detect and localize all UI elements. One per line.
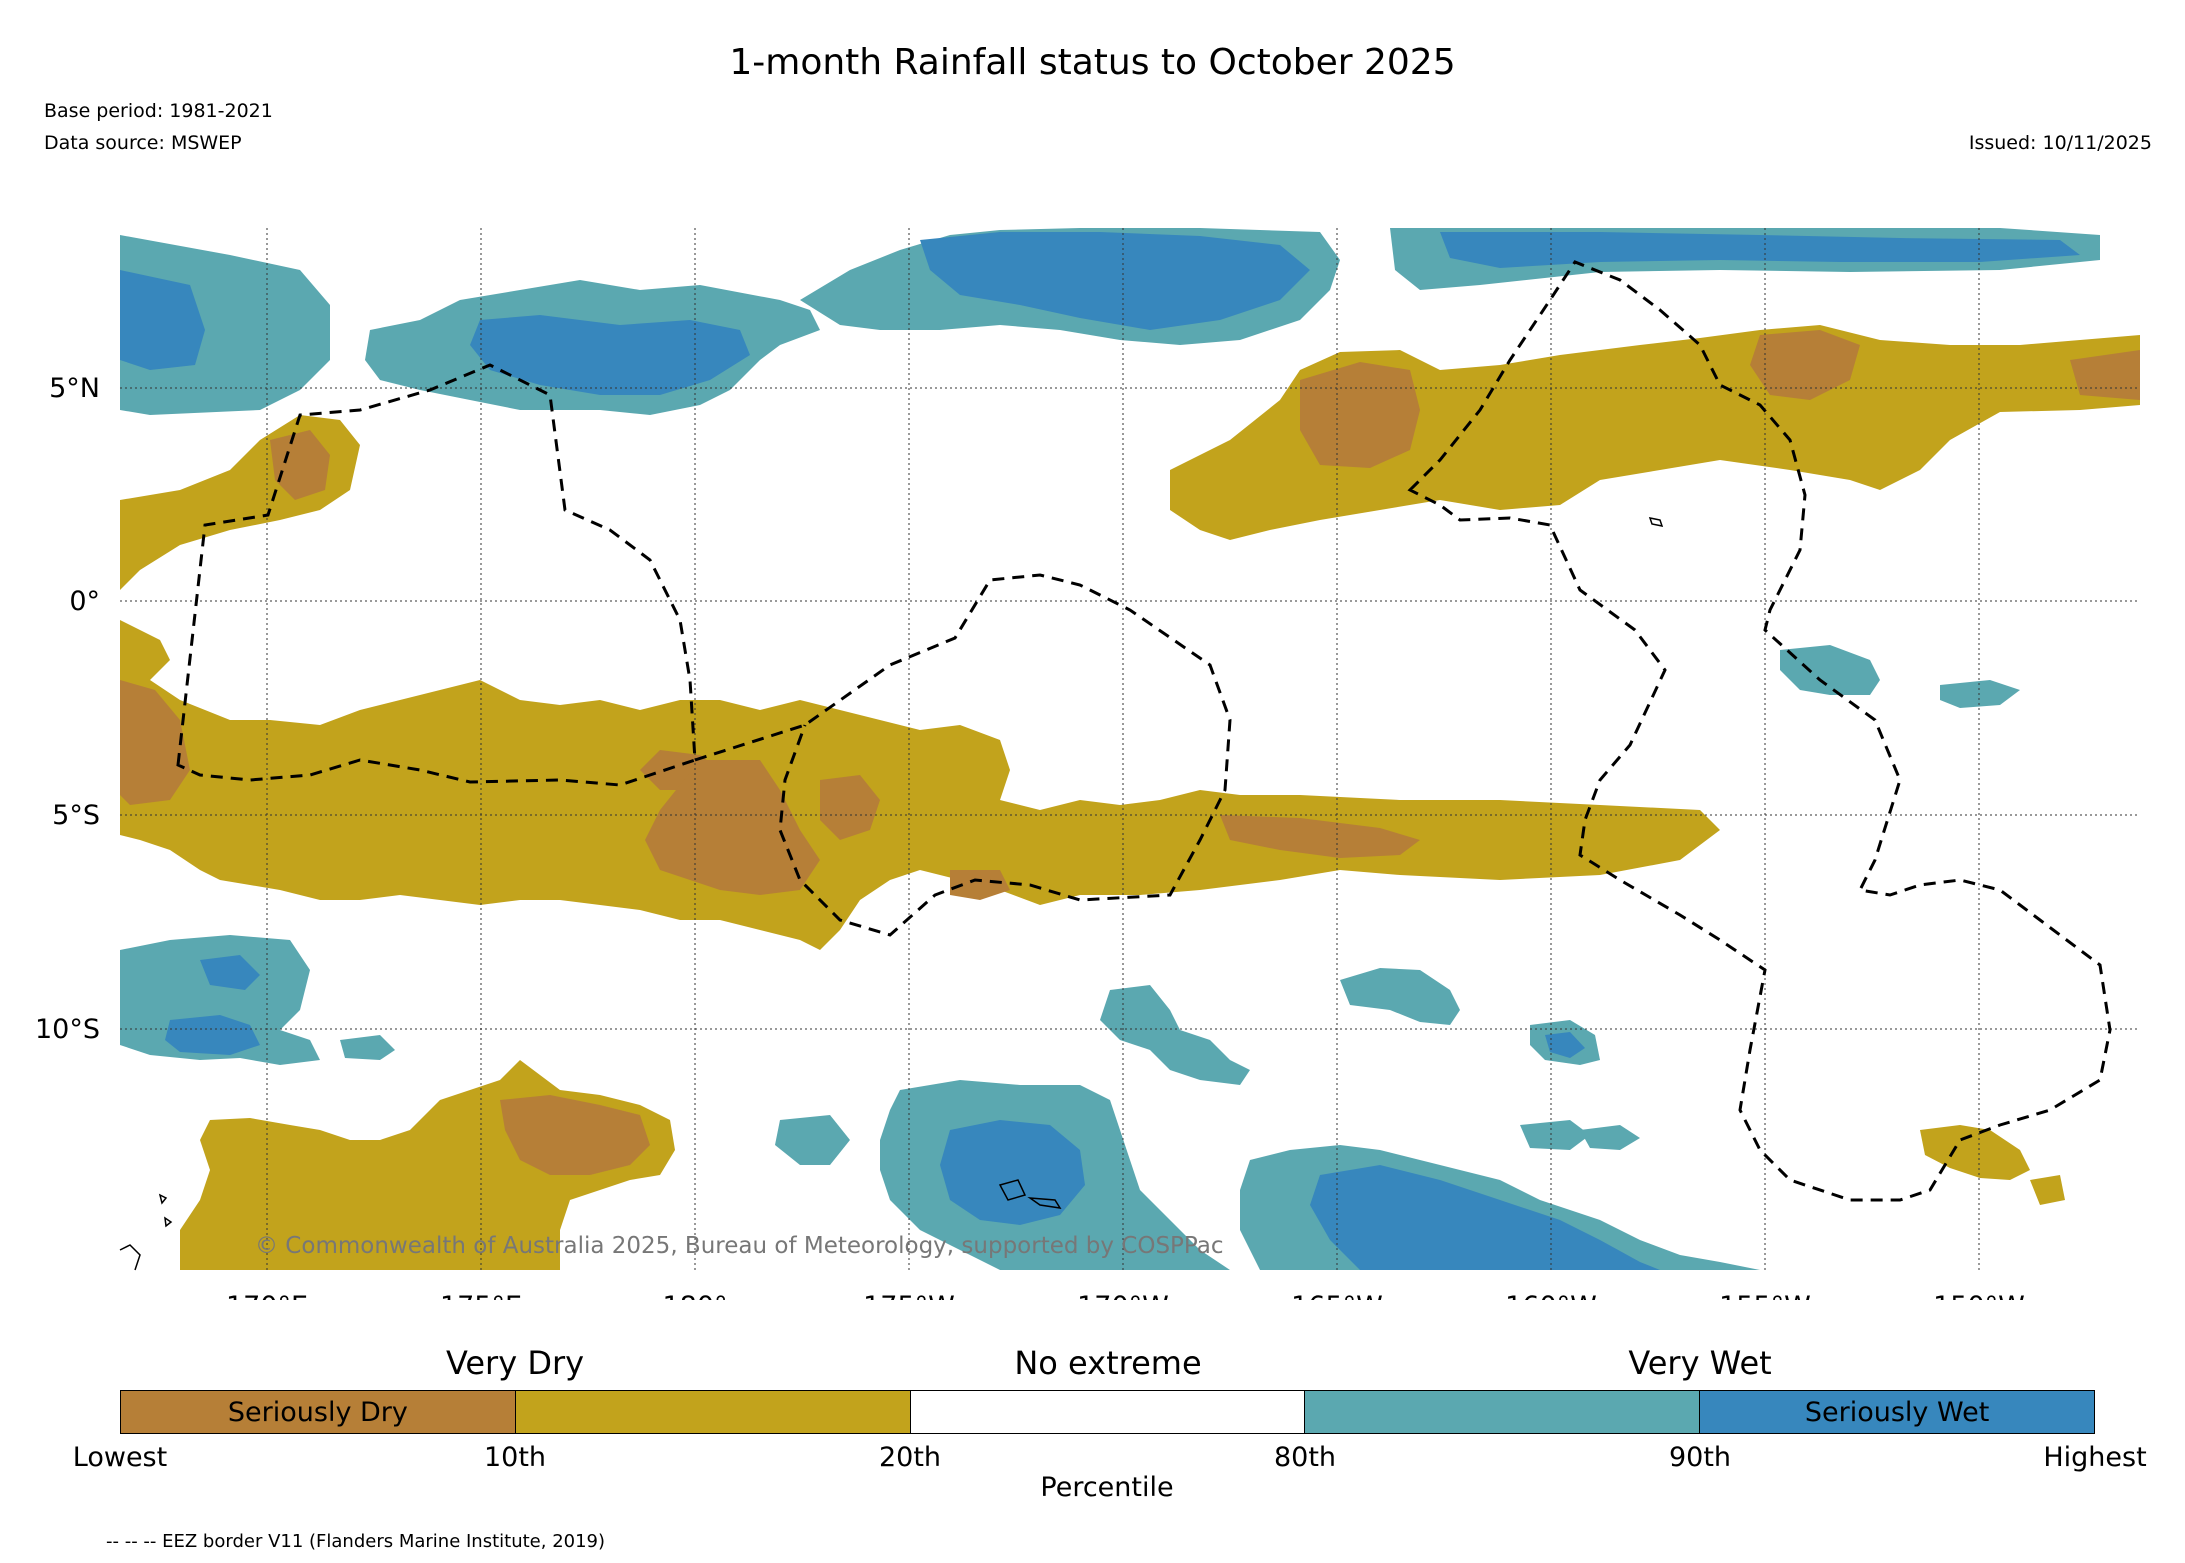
coastlines [119,517,1664,1271]
eez-border-note: -- -- -- EEZ border V11 (Flanders Marine… [106,1531,606,1552]
wet-region [775,1115,850,1165]
seriously-dry-region [270,430,330,500]
percentile-axis-label: Percentile [1040,1472,1174,1503]
lon-label: 160°W [1505,1291,1597,1300]
issued-date: Issued: 10/11/2025 [1968,132,2152,154]
seriously-wet-region [1545,1032,1585,1058]
copyright-watermark: © Commonwealth of Australia 2025, Bureau… [255,1233,1224,1259]
seriously-wet-region [470,315,750,395]
lat-label: 0° [69,586,100,617]
dry-region [120,415,360,590]
seriously-dry-region [1750,330,1860,400]
lon-label: 165°W [1291,1291,1383,1300]
seriously-dry-region [500,1095,650,1175]
legend-category-very-wet: Very Wet [1628,1344,1772,1382]
map-title: 1-month Rainfall status to October 2025 [729,42,1456,83]
lat-label: 5°N [49,373,100,404]
lon-tick-labels: 170°E 175°E 180° 175°W 170°W 165°W 160°W… [226,1291,2025,1300]
seriously-wet-region [1440,232,2080,268]
lon-label: 170°W [1077,1291,1169,1300]
legend-category-no-extreme: No extreme [1014,1344,1202,1382]
seriously-wet-region [120,270,205,370]
legend-segment-very-wet [1305,1391,1701,1433]
seriously-dry-region [120,680,190,805]
lat-tick-labels: 5°N 0° 5°S 10°S [35,373,100,1045]
legend-segment-seriously-wet: Seriously Wet [1700,1391,2094,1433]
wet-region [120,235,330,415]
lon-label: 170°E [226,1291,308,1300]
lon-label: 155°W [1719,1291,1811,1300]
seriously-dry-region [820,775,880,840]
lat-label: 10°S [35,1014,100,1045]
percentile-tick: 80th [1273,1442,1337,1473]
data-source: Data source: MSWEP [44,132,242,154]
seriously-dry-region [645,760,820,895]
seriously-wet-region [200,955,260,990]
seriously-wet-region [920,232,1310,330]
lon-label: 175°W [863,1291,955,1300]
rainfall-shading [120,228,2140,1270]
legend-segment-no-extreme [910,1391,1306,1433]
rainfall-map: 170°E 175°E 180° 175°W 170°W 165°W 160°W… [35,228,2140,1300]
wet-region [1580,1125,1640,1150]
wet-region [1520,1120,1590,1150]
percentile-tick: 20th [878,1442,942,1473]
wet-region [340,1035,395,1060]
seriously-dry-region [1220,815,1420,858]
wet-region [1940,680,2020,708]
legend-category-very-dry: Very Dry [445,1344,585,1382]
dry-region [2030,1175,2065,1205]
legend-segment-very-dry [515,1391,911,1433]
eez-borders [176,260,2112,1202]
seriously-dry-region [1300,362,1420,468]
lon-label: 150°W [1933,1291,2025,1300]
base-period: Base period: 1981-2021 [44,100,273,122]
percentile-tick: 10th [483,1442,547,1473]
wet-region [1340,968,1460,1025]
percentile-tick: 90th [1668,1442,1732,1473]
seriously-wet-region [165,1015,260,1055]
dry-region [1920,1125,2030,1180]
wet-region [1100,985,1250,1085]
seriously-wet-region [1310,1165,1660,1270]
percentile-tick: Highest [2043,1442,2147,1473]
dry-region [120,620,1720,950]
legend-colorbar: Seriously Dry Seriously Wet [120,1390,2095,1434]
wet-region [1780,645,1880,695]
seriously-dry-region [950,870,1010,900]
lon-label: 180° [662,1291,727,1300]
seriously-dry-region [2070,350,2140,400]
lon-label: 175°E [440,1291,522,1300]
legend-segment-seriously-dry: Seriously Dry [121,1391,516,1433]
percentile-tick: Lowest [72,1442,168,1473]
lat-label: 5°S [52,800,100,831]
